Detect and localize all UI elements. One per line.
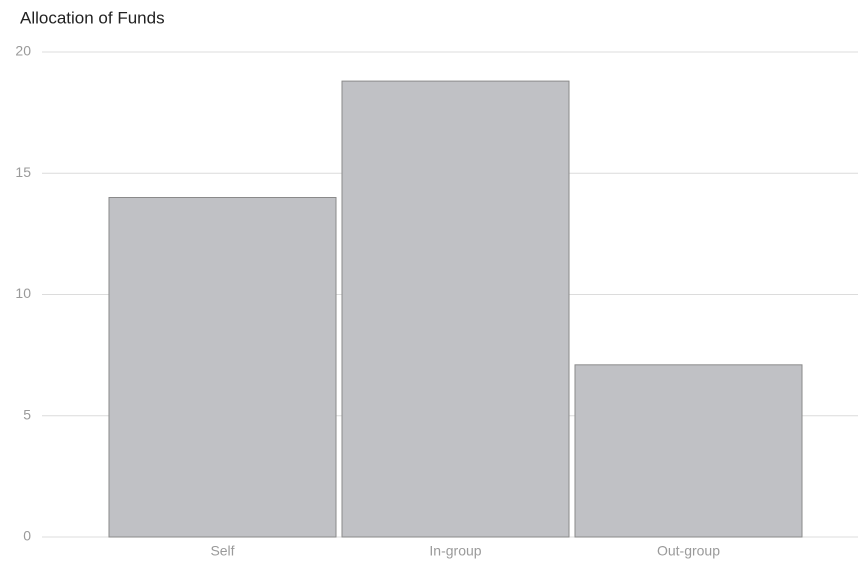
x-tick-label: Out-group: [657, 543, 720, 559]
bar: [341, 80, 570, 538]
bar: [108, 197, 337, 538]
y-tick-label: 0: [23, 528, 31, 544]
y-tick-label: 15: [15, 164, 31, 180]
y-tick-label: 5: [23, 406, 31, 422]
y-tick-label: 20: [15, 43, 31, 59]
x-tick-label: Self: [210, 543, 234, 559]
bar: [574, 364, 803, 538]
x-tick-label: In-group: [429, 543, 481, 559]
y-tick-label: 10: [15, 285, 31, 301]
chart-title: Allocation of Funds: [20, 8, 165, 27]
